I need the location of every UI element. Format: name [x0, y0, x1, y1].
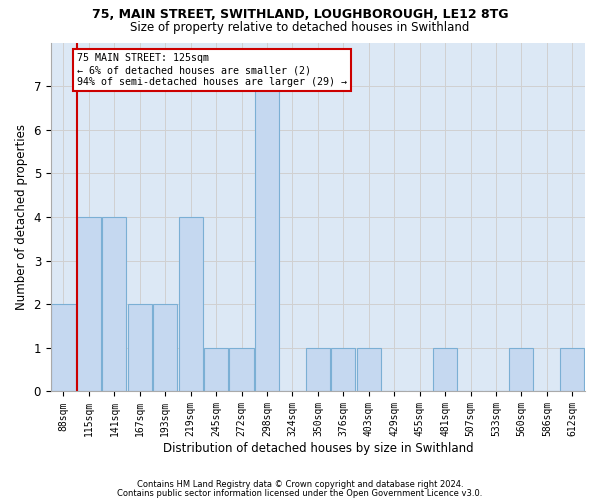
Bar: [77, 217, 101, 392]
Bar: [331, 348, 355, 392]
Text: Contains public sector information licensed under the Open Government Licence v3: Contains public sector information licen…: [118, 488, 482, 498]
Bar: [356, 348, 381, 392]
Bar: [102, 217, 127, 392]
Bar: [52, 304, 76, 392]
Bar: [153, 304, 178, 392]
Bar: [128, 304, 152, 392]
Bar: [204, 348, 228, 392]
Bar: [509, 348, 533, 392]
Text: Size of property relative to detached houses in Swithland: Size of property relative to detached ho…: [130, 21, 470, 34]
Bar: [255, 86, 279, 392]
Y-axis label: Number of detached properties: Number of detached properties: [15, 124, 28, 310]
Bar: [560, 348, 584, 392]
Bar: [179, 217, 203, 392]
Text: 75 MAIN STREET: 125sqm
← 6% of detached houses are smaller (2)
94% of semi-detac: 75 MAIN STREET: 125sqm ← 6% of detached …: [77, 54, 347, 86]
X-axis label: Distribution of detached houses by size in Swithland: Distribution of detached houses by size …: [163, 442, 473, 455]
Bar: [306, 348, 330, 392]
Text: 75, MAIN STREET, SWITHLAND, LOUGHBOROUGH, LE12 8TG: 75, MAIN STREET, SWITHLAND, LOUGHBOROUGH…: [92, 8, 508, 20]
Text: Contains HM Land Registry data © Crown copyright and database right 2024.: Contains HM Land Registry data © Crown c…: [137, 480, 463, 489]
Bar: [433, 348, 457, 392]
Bar: [229, 348, 254, 392]
